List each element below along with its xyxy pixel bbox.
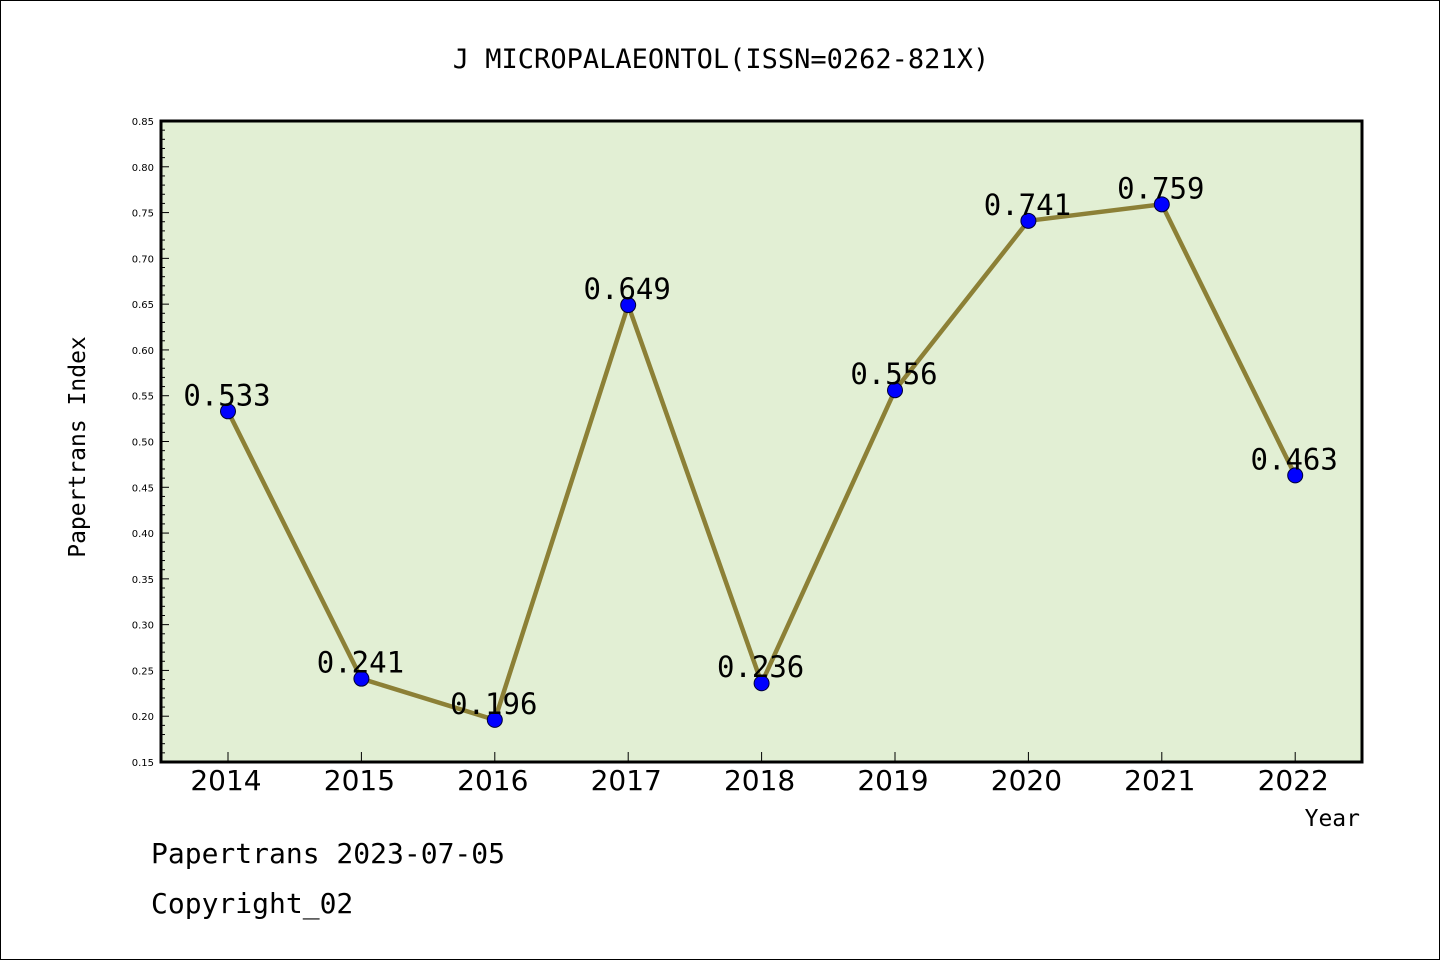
x-tick-label: 2014 [190, 764, 261, 797]
y-tick-label: 0.55 [132, 392, 154, 403]
data-label: 0.556 [850, 357, 937, 391]
y-tick-label: 0.65 [132, 300, 154, 311]
y-tick-label: 0.70 [132, 254, 154, 265]
data-label: 0.236 [717, 650, 804, 684]
chart-title: J MICROPALAEONTOL(ISSN=0262-821X) [453, 44, 989, 75]
data-point [1020, 212, 1037, 229]
y-axis: 0.15 0.20 0.25 0.30 0.35 0.40 0.45 0.50 0.55 0.60… [132, 117, 169, 769]
y-axis-label: Papertrans Index [65, 336, 91, 558]
data-point [220, 403, 236, 420]
data-label: 0.196 [450, 687, 537, 721]
x-tick-label: 2017 [591, 764, 662, 797]
data-label: 0.649 [584, 272, 671, 306]
footer-copyright: Copyright_02 [151, 887, 354, 920]
x-axis: 2014 2015 2016 2017 2018 2019 2020 2021 2022 [190, 752, 1329, 797]
y-tick-label: 0.75 [132, 209, 154, 220]
data-label: 0.241 [317, 646, 404, 680]
data-point [753, 675, 770, 692]
y-tick-label: 0.40 [132, 529, 154, 540]
data-label: 0.533 [183, 378, 270, 412]
y-tick-label: 0.60 [132, 346, 154, 357]
data-label: 0.463 [1251, 442, 1338, 476]
y-tick-label: 0.50 [132, 438, 154, 449]
data-point [1153, 196, 1170, 213]
data-point [887, 382, 903, 399]
x-tick-label: 2019 [857, 764, 928, 797]
y-tick-label: 0.15 [132, 758, 154, 769]
y-tick-label: 0.35 [132, 575, 154, 586]
x-tick-label: 2022 [1258, 764, 1329, 797]
x-tick-label: 2018 [724, 764, 795, 797]
data-label: 0.759 [1117, 171, 1204, 205]
data-point [353, 670, 370, 687]
x-tick-label: 2016 [457, 764, 528, 797]
y-tick-label: 0.80 [132, 163, 154, 174]
data-point [486, 711, 503, 728]
y-tick-label: 0.45 [132, 483, 154, 494]
plot-area [161, 121, 1362, 762]
x-tick-label: 2020 [991, 764, 1062, 797]
series-markers [220, 196, 1304, 728]
footer-date: Papertrans 2023-07-05 [151, 837, 506, 870]
x-tick-label: 2021 [1124, 764, 1195, 797]
x-axis-label: Year [1305, 806, 1360, 832]
data-point [1287, 467, 1304, 484]
data-labels: 0.533 0.241 0.196 0.649 0.236 0.556 0.741 0.759… [183, 171, 1338, 721]
y-tick-label: 0.85 [132, 117, 154, 128]
y-tick-label: 0.25 [132, 666, 154, 677]
x-tick-label: 2015 [324, 764, 395, 797]
data-point [620, 297, 637, 314]
y-tick-label: 0.30 [132, 621, 154, 632]
plot-frame [159, 119, 1364, 764]
data-label: 0.741 [984, 188, 1071, 222]
y-tick-label: 0.20 [132, 712, 154, 723]
